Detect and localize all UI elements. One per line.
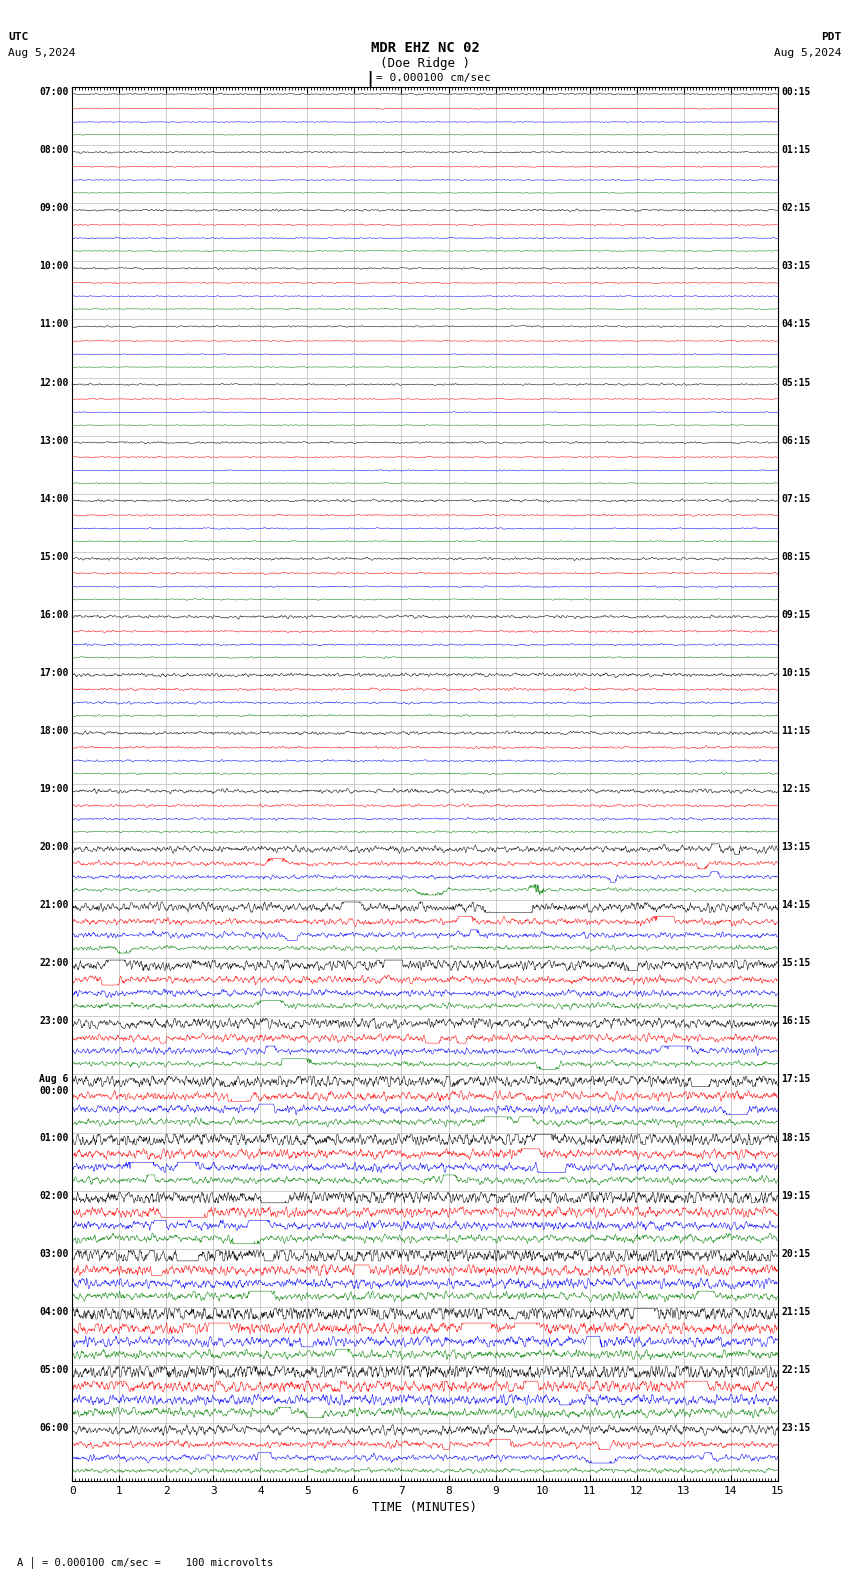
Text: Aug 5,2024: Aug 5,2024 — [8, 48, 76, 57]
Text: Aug 6
00:00: Aug 6 00:00 — [39, 1074, 69, 1096]
Text: 22:00: 22:00 — [39, 958, 69, 968]
Text: 11:15: 11:15 — [781, 725, 811, 737]
Text: 21:00: 21:00 — [39, 900, 69, 911]
Text: 16:15: 16:15 — [781, 1017, 811, 1026]
Text: 03:00: 03:00 — [39, 1248, 69, 1259]
Text: 04:15: 04:15 — [781, 320, 811, 329]
Text: 07:15: 07:15 — [781, 494, 811, 504]
Text: 20:15: 20:15 — [781, 1248, 811, 1259]
Text: MDR EHZ NC 02: MDR EHZ NC 02 — [371, 41, 479, 55]
Text: 11:00: 11:00 — [39, 320, 69, 329]
Text: = 0.000100 cm/sec: = 0.000100 cm/sec — [376, 73, 490, 82]
Text: 19:00: 19:00 — [39, 784, 69, 794]
Text: (Doe Ridge ): (Doe Ridge ) — [380, 57, 470, 70]
Text: 23:15: 23:15 — [781, 1422, 811, 1434]
Text: 10:15: 10:15 — [781, 668, 811, 678]
X-axis label: TIME (MINUTES): TIME (MINUTES) — [372, 1502, 478, 1514]
Text: 05:00: 05:00 — [39, 1365, 69, 1375]
Text: 12:00: 12:00 — [39, 377, 69, 388]
Text: A │ = 0.000100 cm/sec =    100 microvolts: A │ = 0.000100 cm/sec = 100 microvolts — [17, 1557, 273, 1568]
Text: 17:00: 17:00 — [39, 668, 69, 678]
Text: 22:15: 22:15 — [781, 1365, 811, 1375]
Text: 08:15: 08:15 — [781, 551, 811, 562]
Text: 14:00: 14:00 — [39, 494, 69, 504]
Text: UTC: UTC — [8, 32, 29, 41]
Text: 03:15: 03:15 — [781, 261, 811, 271]
Text: 04:00: 04:00 — [39, 1307, 69, 1316]
Text: Aug 5,2024: Aug 5,2024 — [774, 48, 842, 57]
Text: 17:15: 17:15 — [781, 1074, 811, 1085]
Text: 10:00: 10:00 — [39, 261, 69, 271]
Text: PDT: PDT — [821, 32, 842, 41]
Text: |: | — [366, 71, 374, 87]
Text: 07:00: 07:00 — [39, 87, 69, 97]
Text: 13:15: 13:15 — [781, 843, 811, 852]
Text: 01:15: 01:15 — [781, 146, 811, 155]
Text: 18:15: 18:15 — [781, 1133, 811, 1142]
Text: 18:00: 18:00 — [39, 725, 69, 737]
Text: 01:00: 01:00 — [39, 1133, 69, 1142]
Text: 15:15: 15:15 — [781, 958, 811, 968]
Text: 19:15: 19:15 — [781, 1191, 811, 1201]
Text: 12:15: 12:15 — [781, 784, 811, 794]
Text: 02:00: 02:00 — [39, 1191, 69, 1201]
Text: 09:00: 09:00 — [39, 203, 69, 214]
Text: 00:15: 00:15 — [781, 87, 811, 97]
Text: 05:15: 05:15 — [781, 377, 811, 388]
Text: 15:00: 15:00 — [39, 551, 69, 562]
Text: 13:00: 13:00 — [39, 436, 69, 445]
Text: 23:00: 23:00 — [39, 1017, 69, 1026]
Text: 20:00: 20:00 — [39, 843, 69, 852]
Text: 08:00: 08:00 — [39, 146, 69, 155]
Text: 02:15: 02:15 — [781, 203, 811, 214]
Text: 16:00: 16:00 — [39, 610, 69, 619]
Text: 06:00: 06:00 — [39, 1422, 69, 1434]
Text: 06:15: 06:15 — [781, 436, 811, 445]
Text: 14:15: 14:15 — [781, 900, 811, 911]
Text: 21:15: 21:15 — [781, 1307, 811, 1316]
Text: 09:15: 09:15 — [781, 610, 811, 619]
